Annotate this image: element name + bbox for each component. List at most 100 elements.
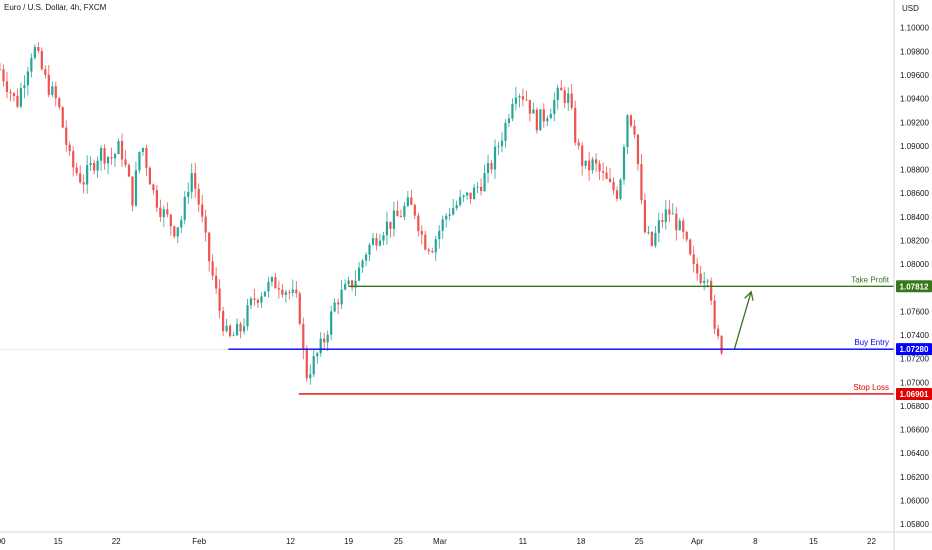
candle-body xyxy=(532,109,535,114)
candle-body xyxy=(103,148,106,164)
price-axis[interactable]: 1.10000 1.09800 1.09600 1.09400 1.09200 1.090… xyxy=(893,0,929,550)
candle-body xyxy=(483,173,486,191)
time-axis[interactable]: :00 15 22 Feb 12 19 25 Mar 11 18 25 Apr 8 15 22 xyxy=(0,531,932,546)
candle-body xyxy=(413,204,416,216)
candle-body xyxy=(44,69,47,75)
candle xyxy=(312,348,315,378)
candle xyxy=(333,298,336,313)
candle xyxy=(65,120,68,152)
candle-body xyxy=(410,197,413,205)
candle-body xyxy=(560,87,563,91)
candle-body xyxy=(420,231,423,235)
arrow-shaft[interactable] xyxy=(733,291,752,349)
candle-body xyxy=(291,289,294,293)
candle-body xyxy=(364,254,368,261)
candle xyxy=(263,291,267,298)
candle-body xyxy=(309,374,312,379)
candle xyxy=(180,215,183,234)
candle-body xyxy=(689,239,692,255)
levels-layer[interactable]: Take Profit 1.07812 Buy Entry 1.07280 Stop L… xyxy=(228,275,932,400)
candle xyxy=(608,168,612,184)
candle xyxy=(145,144,148,177)
candle-body xyxy=(455,204,458,209)
candle xyxy=(54,81,57,107)
candle xyxy=(253,288,256,306)
candle-body xyxy=(274,277,277,289)
candle xyxy=(483,164,486,192)
candle xyxy=(640,154,643,205)
candle xyxy=(542,103,545,128)
candle xyxy=(215,267,218,294)
candle xyxy=(197,183,200,212)
candle xyxy=(413,203,416,220)
candle xyxy=(626,114,629,155)
take-profit-price-tag xyxy=(896,280,932,293)
price-tick-label: 1.10000 xyxy=(900,24,929,33)
candle-body xyxy=(340,289,343,305)
candle-body xyxy=(466,192,469,196)
candle xyxy=(330,305,333,341)
candle-body xyxy=(246,305,249,327)
candle-body xyxy=(347,280,350,285)
candle xyxy=(532,102,535,114)
candle-body xyxy=(110,156,113,159)
time-tick-label: Mar xyxy=(433,537,447,546)
candle xyxy=(169,213,172,236)
candle-body xyxy=(68,144,71,152)
candle-body xyxy=(378,240,382,246)
candle-body xyxy=(0,69,2,70)
candle xyxy=(650,231,653,248)
candle xyxy=(427,248,430,255)
currency-label[interactable]: USD xyxy=(902,4,919,13)
price-tick-label: 1.08200 xyxy=(900,236,929,245)
candle-body xyxy=(706,280,709,282)
candle-body xyxy=(588,160,591,171)
candle-body xyxy=(452,208,455,215)
candle xyxy=(131,176,134,212)
candle-body xyxy=(546,118,549,122)
candle-body xyxy=(549,113,552,119)
candle xyxy=(511,98,514,122)
time-tick-label: :00 xyxy=(0,537,6,546)
candle xyxy=(281,283,284,298)
arrow-head[interactable] xyxy=(744,290,754,301)
candle xyxy=(459,189,462,208)
candle-body xyxy=(643,200,647,233)
candle xyxy=(406,191,409,208)
candle xyxy=(675,206,678,241)
candle-body xyxy=(584,160,587,166)
time-tick-label: 15 xyxy=(54,537,63,546)
candle xyxy=(601,162,605,181)
candle-body xyxy=(514,97,518,104)
time-tick-label: 19 xyxy=(344,537,353,546)
candle-body xyxy=(633,125,636,135)
candle xyxy=(507,113,511,127)
candle-body xyxy=(176,227,179,237)
candle-body xyxy=(235,323,239,336)
price-tick-label: 1.06600 xyxy=(900,426,929,435)
candle-body xyxy=(375,238,378,246)
candle-body xyxy=(281,289,284,295)
candle-body xyxy=(148,167,151,185)
candle xyxy=(455,200,458,211)
candle-body xyxy=(682,220,685,232)
candle xyxy=(159,199,162,222)
candle-body xyxy=(222,310,225,332)
candle-body xyxy=(563,90,566,103)
candle xyxy=(124,150,127,168)
candle-body xyxy=(82,182,85,185)
candle xyxy=(284,289,287,303)
candle-body xyxy=(253,298,256,300)
candle xyxy=(689,238,692,256)
candle-body xyxy=(344,284,347,290)
candle xyxy=(120,133,124,167)
candle-body xyxy=(169,214,172,227)
candle-body xyxy=(173,226,176,237)
candle xyxy=(612,177,615,195)
price-tick-label: 1.07400 xyxy=(900,331,929,340)
candle-body xyxy=(448,214,451,216)
candle xyxy=(514,87,518,111)
candle-body xyxy=(99,148,103,161)
annotations-layer[interactable] xyxy=(733,290,754,349)
